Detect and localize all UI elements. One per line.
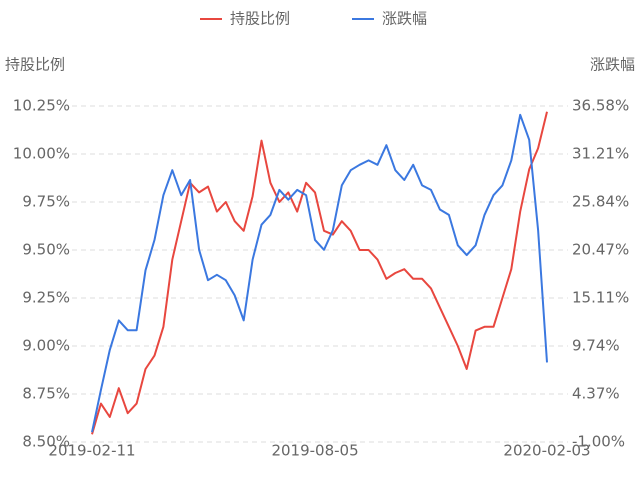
- y2-tick-label: 9.74%: [572, 336, 620, 354]
- x-tick-label: 2019-08-05: [271, 442, 358, 460]
- y-tick-label: 8.50%: [22, 433, 70, 451]
- y2-tick-label: 25.84%: [572, 193, 629, 211]
- y-tick-label: 9.50%: [22, 241, 70, 259]
- y-tick-label: 10.25%: [13, 97, 70, 115]
- y-tick-label: 10.00%: [13, 145, 70, 163]
- y2-tick-label: 4.37%: [572, 384, 620, 402]
- x-tick-label: 2020-02-03: [503, 442, 590, 460]
- y2-tick-label: 20.47%: [572, 241, 629, 259]
- legend-label: 涨跌幅: [382, 10, 427, 28]
- series-line: [91, 111, 548, 435]
- legend-label: 持股比例: [230, 10, 290, 28]
- y2-tick-label: 31.21%: [572, 145, 629, 163]
- series-line: [91, 113, 548, 433]
- y2-axis-title: 涨跌幅: [590, 56, 635, 74]
- y2-tick-label: -1.00%: [572, 433, 625, 451]
- y2-tick-label: 15.11%: [572, 288, 629, 306]
- y-tick-label: 9.75%: [22, 193, 70, 211]
- x-tick-label: 2019-02-11: [48, 442, 135, 460]
- y-tick-label: 9.25%: [22, 289, 70, 307]
- y-axis-title: 持股比例: [5, 56, 65, 74]
- y-tick-label: 8.75%: [22, 385, 70, 403]
- y-tick-label: 9.00%: [22, 337, 70, 355]
- y2-tick-label: 36.58%: [572, 97, 629, 115]
